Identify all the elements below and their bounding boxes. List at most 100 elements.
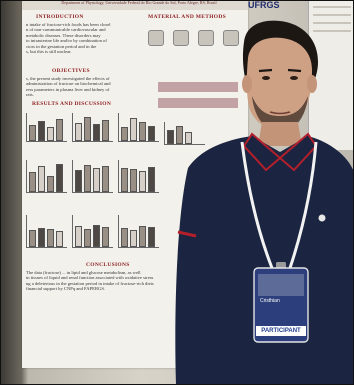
conclusion-line: in tissues of liquid and renal function … [26, 275, 154, 281]
poster-header-band [22, 0, 248, 10]
method-icon [173, 30, 189, 46]
poster-bar [139, 122, 146, 141]
poster-chart-bars [121, 226, 155, 247]
poster-bar [75, 170, 82, 192]
conclusion-line: ng a deleterious in the gestation period… [26, 280, 154, 286]
poster-chart-bars [167, 126, 192, 144]
intro-line: n of non-communicable cardiovascular and [26, 27, 106, 33]
poster-bar [56, 231, 63, 247]
ear [242, 75, 252, 93]
poster-bar [102, 120, 109, 141]
poster-bar [38, 121, 45, 141]
poster-chart [118, 160, 159, 193]
poster-chart [118, 113, 159, 142]
poster-bar [29, 125, 36, 141]
poster-bar [102, 227, 109, 247]
method-icon [198, 30, 214, 46]
conclusion-line: The data (fructose) ... in lipid and glu… [26, 270, 141, 275]
poster-chart [72, 113, 113, 142]
lanyard [240, 141, 274, 269]
poster-bar [38, 166, 45, 192]
door-frame [0, 0, 22, 385]
poster-chart [118, 215, 159, 248]
adjacent-poster-line [313, 22, 351, 24]
intro-line: ctors in the gestation period and in the [26, 43, 97, 49]
poster-bar [121, 127, 128, 141]
person [175, 20, 354, 385]
sleeve-stripe [177, 230, 197, 238]
poster-methods-icons [148, 30, 239, 46]
poster-bar [121, 168, 128, 192]
poster-chart-bars [75, 165, 109, 192]
adjacent-poster-line [313, 30, 351, 32]
poster-bar [47, 127, 54, 141]
poster-bar [130, 230, 137, 247]
poster-bar [84, 229, 91, 247]
poster-bar [29, 230, 36, 247]
poster-bar [75, 123, 82, 141]
poster-bar [84, 117, 91, 141]
poster-section-objectives: OBJECTIVES [52, 68, 90, 74]
neck [258, 122, 302, 146]
poster-bar [121, 228, 128, 247]
poster-bar [93, 225, 100, 247]
poster-chart-bars [121, 167, 155, 192]
objective-line: rats. [26, 92, 34, 98]
poster-chart [26, 160, 67, 193]
poster-bar [84, 165, 91, 192]
poster-chart-bars [75, 117, 109, 141]
mouth [269, 111, 291, 115]
poster-bar [75, 226, 82, 247]
poster-objectives-text: s, the present study investigated the ef… [26, 76, 136, 98]
poster-section-conclusions: CONCLUSIONS [86, 262, 130, 268]
shirt-collar-right [278, 132, 318, 172]
poster-bar [56, 119, 63, 141]
poster-bar [148, 227, 155, 247]
poster-bar [167, 130, 174, 144]
poster-chart [72, 215, 113, 248]
poster-bar [139, 171, 146, 192]
poster-bar [93, 168, 100, 192]
eye [262, 76, 270, 80]
poster-bar [185, 132, 192, 144]
poster-chart-bars [75, 225, 109, 247]
poster-bar [148, 126, 155, 141]
poster-bar [47, 229, 54, 247]
poster-intro-text: n intake of fructose-rich foods has been… [26, 22, 136, 54]
poster-bar [56, 164, 63, 192]
lanyard [288, 141, 318, 269]
intro-line: to intrauterine life and/or by combinati… [26, 38, 107, 44]
poster-bar [102, 166, 109, 192]
polo-shirt [175, 136, 354, 385]
poster-bar [130, 169, 137, 192]
objective-line: ress parameters in plasma liver and kidn… [26, 86, 110, 92]
method-icon [148, 30, 164, 46]
poster-bar [47, 176, 54, 192]
eyebrow [287, 68, 302, 73]
eye [290, 76, 298, 80]
conclusion-line: financial support by CNPq and FAPERGS. [26, 286, 106, 292]
poster-chart-bars [29, 119, 63, 141]
shirt-collar-left [242, 132, 282, 172]
objective-line: administration of fructose on biochemica… [26, 81, 111, 87]
ear [307, 75, 317, 93]
poster-section-methods: MATERIAL AND METHODS [148, 14, 227, 20]
objective-line: s, the present study investigated the ef… [26, 76, 110, 81]
poster-chart [72, 160, 113, 193]
poster-bar [93, 124, 100, 141]
poster-bar [176, 126, 183, 144]
face [246, 37, 312, 131]
adjacent-poster-line [313, 6, 351, 8]
badge-role-label: PARTICIPANT [256, 326, 306, 336]
poster-bar [130, 118, 137, 141]
poster-chart [26, 113, 67, 142]
poster-methods-bar [158, 82, 238, 92]
badge-window [258, 274, 304, 296]
intro-line: s, but this is still unclear. [26, 49, 72, 55]
adjacent-poster-line [313, 14, 351, 16]
poster-bar [29, 172, 36, 192]
poster-chart [164, 122, 205, 145]
poster-chart-bars [121, 118, 155, 141]
badge-name: Cristhian [260, 298, 280, 304]
